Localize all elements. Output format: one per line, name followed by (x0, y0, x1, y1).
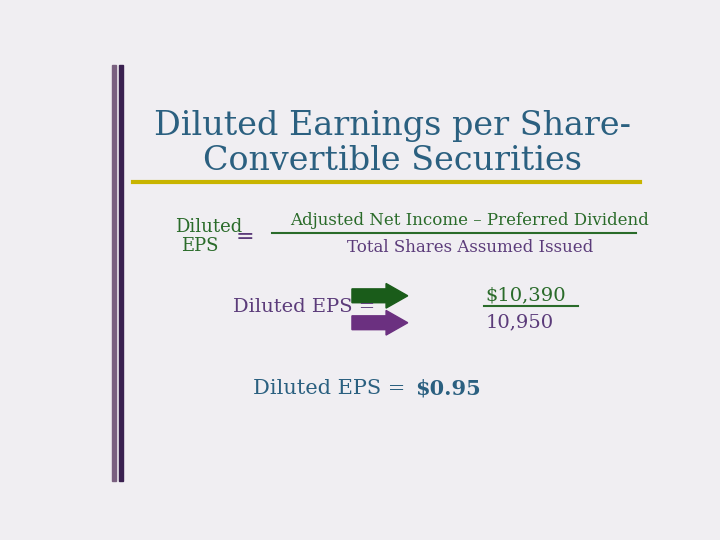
Bar (112, 65, 116, 481)
Text: $10,390: $10,390 (485, 287, 566, 305)
Text: Diluted EPS =: Diluted EPS = (233, 298, 376, 316)
Text: Convertible Securities: Convertible Securities (203, 145, 582, 177)
Bar (120, 65, 122, 481)
FancyArrow shape (352, 284, 408, 308)
Text: Adjusted Net Income – Preferred Dividend: Adjusted Net Income – Preferred Dividend (290, 212, 649, 229)
Text: Diluted: Diluted (175, 218, 243, 235)
Text: =: = (235, 226, 254, 247)
Text: EPS: EPS (181, 237, 219, 255)
Text: 10,950: 10,950 (485, 314, 554, 332)
FancyArrow shape (352, 310, 408, 335)
Text: Total Shares Assumed Issued: Total Shares Assumed Issued (346, 239, 593, 256)
Text: $0.95: $0.95 (415, 378, 481, 398)
Text: Diluted EPS =: Diluted EPS = (253, 379, 405, 397)
Text: Diluted Earnings per Share-: Diluted Earnings per Share- (154, 110, 631, 143)
